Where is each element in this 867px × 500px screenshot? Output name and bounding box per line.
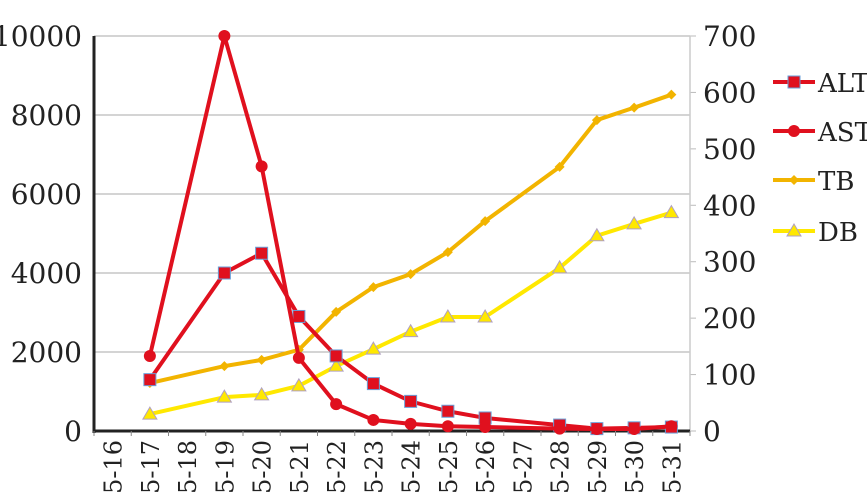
x-tick-label: 5-21 bbox=[286, 440, 314, 494]
x-tick-label: 5-20 bbox=[249, 440, 277, 494]
series-db bbox=[142, 204, 680, 420]
circle-marker bbox=[479, 421, 492, 434]
axes: 0 2000 4000 6000 8000 10000 0 100 200 300 400 500 60… bbox=[0, 20, 756, 494]
square-marker bbox=[143, 373, 157, 387]
y2-tick-label: 400 bbox=[703, 189, 756, 222]
circle-marker bbox=[553, 422, 566, 435]
triangle-marker bbox=[253, 386, 270, 401]
x-tick-label: 5-26 bbox=[472, 440, 500, 494]
legend-label: DB bbox=[818, 218, 858, 248]
diamond-marker bbox=[591, 115, 602, 126]
x-tick-label: 5-25 bbox=[435, 440, 463, 494]
diamond-marker bbox=[368, 282, 379, 293]
y-tick-label: 10000 bbox=[0, 20, 82, 53]
diamond-marker bbox=[789, 175, 799, 185]
diamond-marker bbox=[442, 247, 453, 258]
x-tick-label: 5-29 bbox=[584, 440, 612, 494]
triangle-marker bbox=[477, 309, 493, 323]
y2-tick-label: 300 bbox=[703, 246, 756, 279]
triangle-marker bbox=[291, 377, 307, 392]
legend-label: TB bbox=[818, 167, 854, 197]
circle-marker bbox=[404, 417, 417, 430]
legend-item-alt: ALT bbox=[773, 69, 867, 99]
circle-marker bbox=[218, 30, 231, 42]
triangle-marker bbox=[589, 227, 605, 242]
x-tick-label: 5-28 bbox=[547, 440, 575, 494]
y-tick-label: 2000 bbox=[11, 336, 82, 369]
circle-marker bbox=[143, 349, 156, 362]
y2-tick-label: 200 bbox=[703, 302, 756, 335]
series-line bbox=[147, 34, 672, 432]
triangle-marker bbox=[626, 215, 642, 230]
triangle-marker bbox=[402, 323, 419, 338]
circle-marker bbox=[590, 423, 603, 436]
x-tick-label: 5-17 bbox=[137, 440, 165, 494]
series-tb bbox=[144, 89, 677, 389]
triangle-marker bbox=[328, 358, 344, 372]
diamond-marker bbox=[629, 102, 640, 113]
circle-marker bbox=[628, 423, 641, 436]
y2-tick-label: 700 bbox=[703, 20, 756, 53]
legend: ALT AST TB DB bbox=[773, 69, 867, 248]
series-line bbox=[149, 210, 672, 417]
x-tick-label: 5-27 bbox=[509, 440, 537, 494]
circle-marker bbox=[441, 420, 454, 433]
x-tick-label: 5-24 bbox=[398, 440, 426, 494]
circle-marker bbox=[665, 420, 678, 433]
legend-item-db: DB bbox=[773, 218, 858, 248]
y-tick-label: 4000 bbox=[11, 257, 82, 290]
square-marker bbox=[366, 377, 380, 391]
diamond-marker bbox=[480, 216, 491, 227]
triangle-marker bbox=[142, 406, 158, 420]
series-lines bbox=[142, 30, 680, 436]
diamond-marker bbox=[331, 306, 342, 317]
y2-tick-label: 600 bbox=[703, 76, 756, 109]
gridlines bbox=[94, 35, 690, 353]
triangle-marker bbox=[551, 259, 568, 274]
x-tick-label: 5-30 bbox=[621, 440, 649, 494]
y-tick-label: 8000 bbox=[11, 99, 82, 132]
x-tick-label: 5-19 bbox=[211, 440, 239, 494]
square-marker bbox=[404, 394, 418, 408]
triangle-marker bbox=[216, 389, 233, 403]
series-ast bbox=[143, 30, 678, 436]
circle-marker bbox=[367, 413, 380, 426]
diamond-marker bbox=[666, 89, 677, 100]
circle-marker bbox=[255, 160, 268, 173]
x-tick-label: 5-23 bbox=[360, 440, 388, 494]
square-marker bbox=[441, 404, 455, 418]
legend-label: AST bbox=[817, 118, 867, 148]
circle-marker bbox=[330, 398, 343, 411]
diamond-marker bbox=[405, 269, 416, 280]
square-marker bbox=[329, 349, 343, 363]
x-tick-label: 5-16 bbox=[100, 440, 128, 494]
triangle-marker bbox=[663, 204, 680, 219]
diamond-marker bbox=[554, 161, 565, 172]
y-tick-label: 0 bbox=[64, 415, 82, 448]
x-tick-label: 5-31 bbox=[658, 440, 686, 494]
x-tick-label: 5-22 bbox=[323, 440, 351, 494]
y-tick-label: 6000 bbox=[11, 178, 82, 211]
legend-item-tb: TB bbox=[773, 167, 854, 197]
legend-label: ALT bbox=[817, 69, 867, 99]
square-marker bbox=[255, 246, 269, 260]
circle-marker bbox=[788, 125, 800, 137]
triangle-marker bbox=[440, 309, 456, 323]
y2-tick-label: 500 bbox=[703, 133, 756, 166]
triangle-marker bbox=[786, 223, 802, 237]
circle-marker bbox=[292, 351, 305, 364]
square-marker bbox=[217, 266, 231, 280]
diamond-marker bbox=[219, 361, 230, 372]
y2-tick-label: 0 bbox=[703, 415, 721, 448]
square-marker bbox=[292, 309, 306, 323]
x-tick-label: 5-18 bbox=[174, 440, 202, 494]
square-marker bbox=[787, 75, 801, 89]
legend-item-ast: AST bbox=[773, 118, 867, 148]
y2-tick-label: 100 bbox=[703, 359, 756, 392]
diamond-marker bbox=[256, 354, 267, 365]
triangle-marker bbox=[365, 341, 382, 355]
